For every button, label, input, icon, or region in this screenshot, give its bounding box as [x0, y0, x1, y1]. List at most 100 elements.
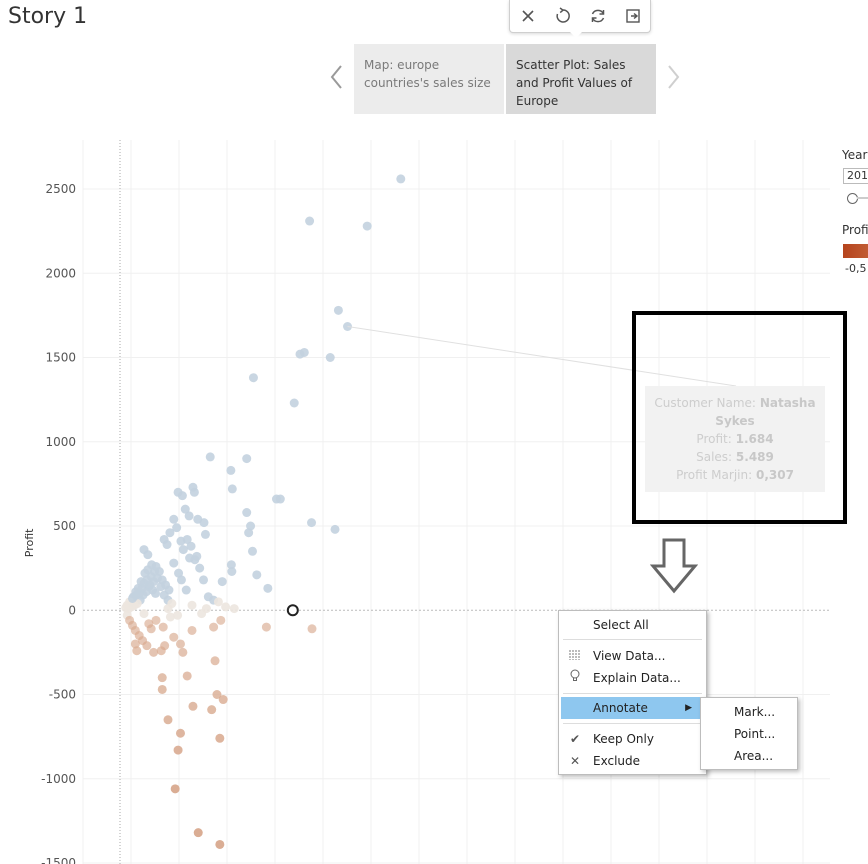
data-point — [187, 600, 197, 610]
y-tick-label: 2500 — [45, 182, 76, 196]
data-point — [333, 305, 343, 315]
profit-color-ramp — [843, 244, 868, 258]
data-point — [143, 550, 153, 560]
data-point — [248, 373, 258, 383]
data-point — [151, 615, 161, 625]
data-point — [130, 639, 140, 649]
data-point — [200, 529, 210, 539]
data-point — [215, 839, 225, 849]
data-point — [190, 555, 200, 565]
data-point — [178, 647, 188, 657]
data-point — [201, 604, 211, 614]
data-point — [163, 604, 173, 614]
data-point — [209, 622, 219, 632]
menu-annotate[interactable]: Annotate ▶ — [561, 697, 704, 719]
y-tick-label: 1000 — [45, 435, 76, 449]
menu-select-all-label: Select All — [593, 618, 649, 632]
data-point — [396, 174, 406, 184]
data-point — [244, 528, 254, 538]
lightbulb-icon — [567, 667, 583, 689]
data-point — [221, 602, 231, 612]
submenu-arrow-icon: ▶ — [685, 703, 692, 713]
menu-annotate-point[interactable]: Point... — [701, 723, 797, 745]
context-menu: Select All View Data... Explain Data... … — [558, 610, 707, 775]
data-point — [156, 582, 166, 592]
menu-separator — [563, 639, 702, 640]
data-point — [165, 528, 175, 538]
export-icon[interactable] — [621, 4, 645, 28]
menu-annotate-mark[interactable]: Mark... — [701, 701, 797, 723]
down-arrow-icon — [650, 538, 698, 594]
data-point — [169, 632, 179, 642]
data-point — [325, 353, 335, 362]
toolbar-pointer — [569, 31, 583, 38]
view-data-icon — [567, 645, 583, 667]
close-icon[interactable] — [516, 4, 540, 28]
menu-exclude-label: Exclude — [593, 754, 641, 768]
data-point — [289, 398, 299, 408]
tooltip-sales-label: Sales: — [696, 450, 733, 464]
data-point — [242, 508, 252, 518]
menu-select-all[interactable]: Select All — [561, 614, 704, 636]
data-point — [218, 695, 228, 705]
data-point — [252, 570, 262, 580]
previous-story-point-icon[interactable] — [326, 62, 346, 92]
scatter-chart[interactable]: 2500 2000 1500 1000 500 0 -500 -1000 -1500 Profit — [0, 140, 868, 864]
data-point — [307, 518, 317, 528]
year-filter-input[interactable]: 201 — [843, 168, 868, 184]
data-point — [142, 641, 152, 651]
data-point — [247, 546, 257, 556]
menu-annotate-area[interactable]: Area... — [701, 745, 797, 767]
y-tick-label: 2000 — [45, 266, 76, 280]
data-point — [213, 597, 223, 607]
menu-exclude[interactable]: ✕ Exclude — [561, 750, 704, 772]
data-point — [139, 609, 149, 619]
data-point — [189, 487, 199, 497]
data-point — [215, 733, 225, 743]
tooltip-highlight-frame — [632, 311, 847, 524]
data-point — [187, 625, 197, 635]
story-point-scatter[interactable]: Scatter Plot: Sales and Profit Values of… — [506, 44, 656, 114]
menu-view-data-label: View Data... — [593, 649, 666, 663]
tooltip: Customer Name: Natasha Sykes Profit: 1.6… — [645, 386, 825, 492]
data-point — [169, 514, 179, 524]
tooltip-profit-value: 1.684 — [735, 432, 774, 446]
data-point — [146, 624, 156, 634]
data-point — [169, 558, 179, 568]
data-point — [305, 216, 315, 226]
y-tick-label: -1500 — [41, 856, 76, 864]
data-point — [193, 828, 203, 838]
data-point — [330, 524, 340, 534]
refresh-icon[interactable] — [586, 4, 610, 28]
data-point — [195, 563, 205, 573]
data-point — [173, 745, 183, 755]
data-point — [205, 452, 215, 462]
year-slider-track[interactable] — [857, 197, 868, 199]
menu-view-data[interactable]: View Data... — [561, 645, 704, 667]
data-point — [299, 347, 309, 357]
data-point — [263, 583, 273, 593]
year-filter-label: Year — [842, 148, 868, 162]
story-point-map[interactable]: Map: europe countries's sales size — [354, 44, 504, 114]
check-icon: ✔ — [569, 732, 581, 746]
data-point — [307, 624, 317, 634]
tooltip-leader-line — [347, 326, 737, 387]
undo-icon[interactable] — [551, 4, 575, 28]
annotate-point-label: Point... — [734, 727, 776, 741]
data-point — [362, 221, 372, 231]
menu-explain-data[interactable]: Explain Data... — [561, 667, 704, 689]
data-point — [157, 684, 167, 694]
data-point — [162, 540, 172, 550]
data-point — [261, 622, 271, 632]
next-story-point-icon[interactable] — [664, 62, 684, 92]
data-point — [227, 566, 237, 576]
data-point — [186, 541, 196, 551]
data-point — [212, 690, 222, 699]
data-point — [181, 585, 191, 595]
data-point — [242, 454, 252, 464]
data-point — [275, 494, 285, 504]
data-point — [163, 715, 173, 725]
menu-keep-only[interactable]: ✔ Keep Only — [561, 728, 704, 750]
data-point — [193, 514, 203, 524]
data-point — [216, 615, 226, 625]
